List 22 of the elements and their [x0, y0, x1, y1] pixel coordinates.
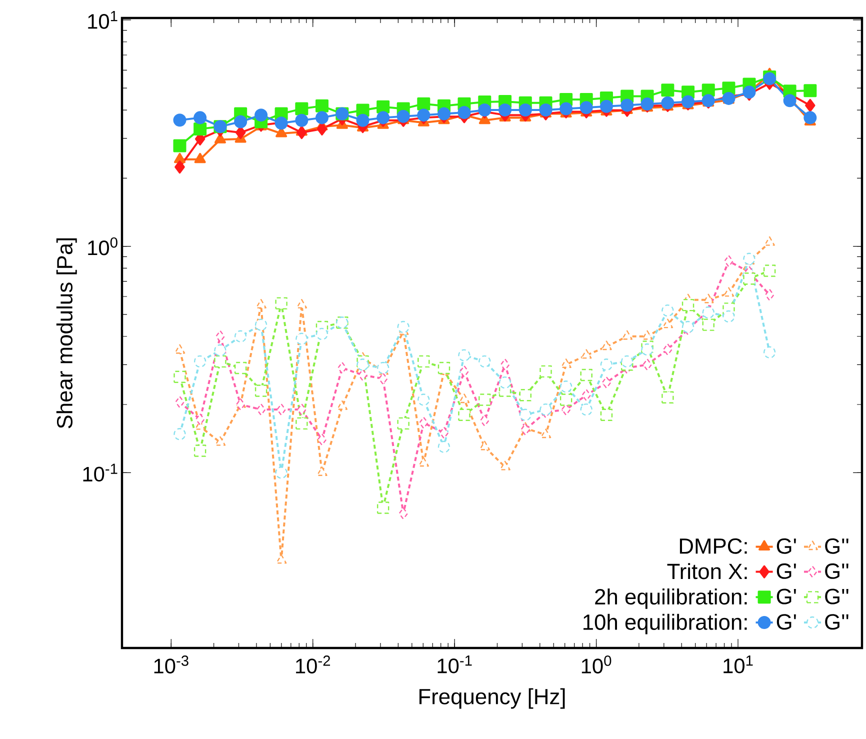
annotation: 10h equilibration:: [584, 614, 747, 634]
x-tick-label: 10$^{1}$: [724, 656, 753, 674]
y-tick-label: 10$^{0}$: [88, 237, 118, 256]
x-tick-label: 10$^{-2}$: [296, 656, 330, 674]
annotation: Triton X:: [667, 563, 747, 580]
legend-label: G'': [825, 538, 848, 554]
annotation: 2h equilibration:: [595, 588, 747, 609]
legend-label: G'': [825, 563, 848, 579]
y-tick-label: 10$^{1}$: [88, 11, 118, 29]
y-tick-label: 10$^{-1}$: [83, 464, 118, 482]
legend-label: G': [776, 614, 796, 630]
legend-label: G': [776, 588, 796, 604]
annotation: DMPC:: [680, 538, 747, 554]
y-axis-title: Shear modulus [Pa]: [56, 238, 77, 428]
legend-label: G'': [825, 588, 848, 604]
x-tick-label: 10$^{-1}$: [438, 656, 472, 674]
x-axis-title: Frequency [Hz]: [419, 688, 565, 709]
x-tick-label: 10$^{0}$: [582, 656, 612, 674]
legend-label: G'': [825, 614, 848, 630]
legend-label: G': [776, 563, 796, 579]
x-tick-label: 10$^{-3}$: [154, 656, 188, 674]
legend-label: G': [776, 538, 796, 554]
